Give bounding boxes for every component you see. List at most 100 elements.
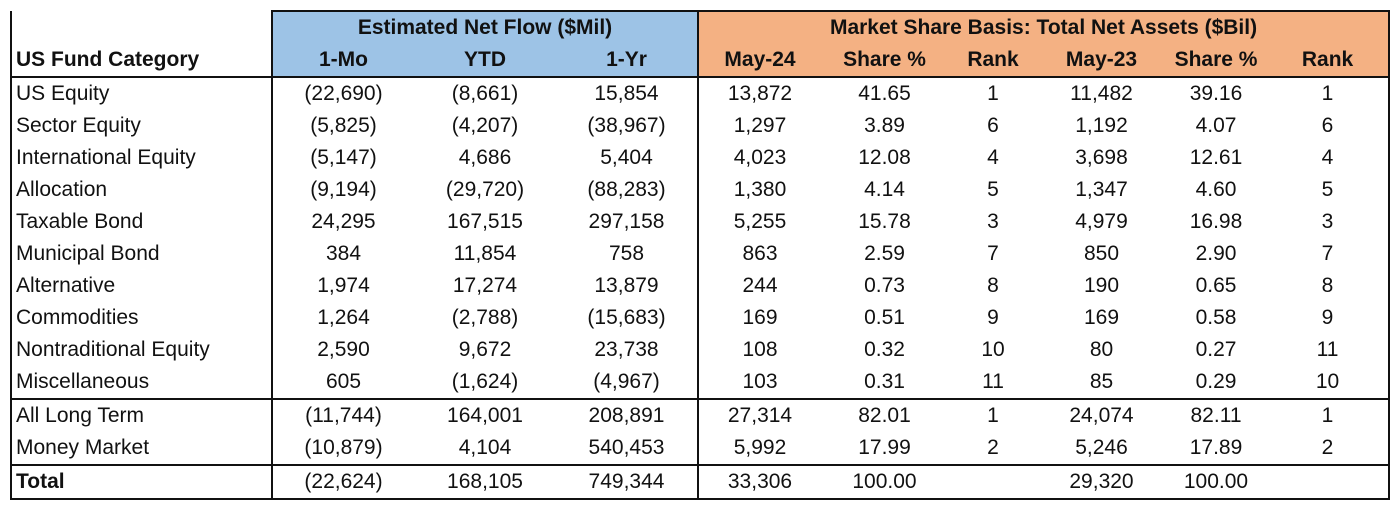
table-cell: 100.00 (821, 464, 948, 500)
table-cell: 82.01 (821, 398, 948, 432)
table-cell: 0.51 (864, 306, 905, 329)
table-cell: 11,854 (453, 242, 517, 265)
table-cell: (88,283) (556, 174, 699, 206)
table-cell: 1 (1267, 77, 1391, 110)
table-cell: (22,690) (271, 77, 414, 110)
row-category-label: Sector Equity (10, 110, 272, 142)
table-cell: 5,255 (733, 210, 787, 233)
table-cell: 164,001 (414, 398, 556, 432)
table-cell: 169 (1083, 306, 1120, 329)
table-row: Money Market (10,879) 4,104 540,453 5,992 17.… (10, 432, 1391, 465)
table-cell: 15,854 (556, 77, 699, 110)
table-cell: 0.73 (864, 274, 905, 297)
table-cell: 4,023 (733, 146, 787, 169)
table-cell: 169 (742, 306, 778, 329)
table-cell: (38,967) (556, 110, 699, 142)
table-cell: 2.59 (864, 242, 905, 265)
table-row: Miscellaneous 605 (1,624) (4,967) 103 0.31 11 8… (10, 366, 1391, 399)
column-header-may24: May-24 (698, 44, 821, 78)
table-row: International Equity (5,147) 4,686 5,404 4,0… (10, 142, 1391, 174)
table-cell: 24,074 (1038, 398, 1165, 432)
table-cell: 384 (271, 238, 414, 270)
table-row: Commodities 1,264 (2,788) (15,683) 169 0.51 9 1… (10, 302, 1391, 334)
table-cell (1267, 464, 1391, 500)
table-cell: 10 (1267, 366, 1391, 399)
table-cell: 0.58 (1195, 306, 1237, 329)
table-row: All Long Term (11,744) 164,001 208,891 27,31… (10, 398, 1391, 432)
table-cell: 12.61 (1189, 146, 1243, 169)
table-cell: 10 (981, 338, 1005, 361)
row-category-label: Miscellaneous (10, 366, 272, 399)
table-cell: 7 (1267, 238, 1391, 270)
table-cell: 23,738 (556, 334, 699, 366)
table-cell: 2,590 (271, 334, 414, 366)
table-cell: 8 (1267, 270, 1391, 302)
table-cell: 13,872 (727, 82, 793, 105)
table-row: Alternative 1,974 17,274 13,879 244 0.73 8 190 0… (10, 270, 1391, 302)
group-header-row: Estimated Net Flow ($Mil) Market Share B… (10, 10, 1391, 44)
table-cell: 540,453 (556, 432, 699, 465)
table-cell: 4.07 (1195, 114, 1237, 137)
table-cell: (4,207) (451, 114, 519, 137)
table-cell: 3 (1267, 206, 1391, 238)
column-header-1yr: 1-Yr (556, 44, 699, 78)
table-cell: 749,344 (556, 464, 699, 500)
table-cell: (4,967) (556, 366, 699, 399)
table-cell: 11,482 (1070, 82, 1133, 105)
column-header-share-may24: Share % (821, 44, 948, 78)
table-cell: 297,158 (556, 206, 699, 238)
table-cell: 605 (271, 366, 414, 399)
table-cell: 0.29 (1195, 370, 1237, 393)
row-category-label: Allocation (10, 174, 272, 206)
table-row: Nontraditional Equity 2,590 9,672 23,738 108… (10, 334, 1391, 366)
table-cell: 1,264 (271, 302, 414, 334)
group-header-market-share: Market Share Basis: Total Net Assets ($B… (698, 10, 1391, 44)
table-cell: 4,104 (458, 436, 512, 459)
column-header-share-may23: Share % (1165, 44, 1267, 78)
table-cell: 6 (987, 114, 999, 137)
table-cell: 1 (1267, 398, 1391, 432)
column-header-rank-may24: Rank (948, 44, 1038, 78)
row-category-label: Nontraditional Equity (10, 334, 272, 366)
table-cell: 1,347 (1075, 178, 1128, 201)
table-cell: 850 (1083, 242, 1120, 265)
fund-flows-table-wrapper: Estimated Net Flow ($Mil) Market Share B… (10, 10, 1391, 500)
table-cell: 244 (742, 274, 778, 297)
table-cell: 8 (987, 274, 999, 297)
table-cell: 6 (1267, 110, 1391, 142)
table-cell: 17.89 (1189, 436, 1243, 459)
table-cell: (8,661) (451, 82, 519, 105)
row-category-label: Total (10, 464, 272, 500)
column-header-row: US Fund Category 1-Mo YTD 1-Yr May-24 Sh… (10, 44, 1391, 78)
table-cell: 5,992 (733, 436, 787, 459)
table-cell: 17,274 (452, 274, 518, 297)
table-cell: 39.16 (1189, 82, 1243, 105)
table-cell: 1,192 (1075, 114, 1128, 137)
table-cell: 5,246 (1075, 436, 1128, 459)
table-cell: 4.14 (864, 178, 905, 201)
table-cell: 0.27 (1195, 338, 1237, 361)
row-category-label: International Equity (10, 142, 272, 174)
table-cell: (15,683) (556, 302, 699, 334)
table-cell: 11 (1267, 334, 1391, 366)
column-header-ytd: YTD (414, 44, 556, 78)
table-cell: 5 (1267, 174, 1391, 206)
table-cell: 33,306 (698, 464, 821, 500)
table-row: US Equity (22,690) (8,661) 15,854 13,872 41.6… (10, 77, 1391, 110)
table-cell: 0.65 (1195, 274, 1237, 297)
table-cell: 3,698 (1075, 146, 1128, 169)
table-cell: 5 (987, 178, 999, 201)
table-cell: 11 (982, 370, 1004, 393)
table-cell: 80 (1089, 338, 1114, 361)
row-category-label: Alternative (10, 270, 272, 302)
table-cell: 24,295 (271, 206, 414, 238)
table-cell: (9,194) (271, 174, 414, 206)
table-cell: 27,314 (698, 398, 821, 432)
table-cell: (5,147) (271, 142, 414, 174)
table-cell: 167,515 (447, 210, 523, 233)
table-cell: 1 (987, 82, 999, 105)
row-category-label: Taxable Bond (10, 206, 272, 238)
table-cell: 7 (987, 242, 999, 265)
table-cell: (5,825) (271, 110, 414, 142)
table-row: Total (22,624) 168,105 749,344 33,306 100.00 2… (10, 464, 1391, 500)
